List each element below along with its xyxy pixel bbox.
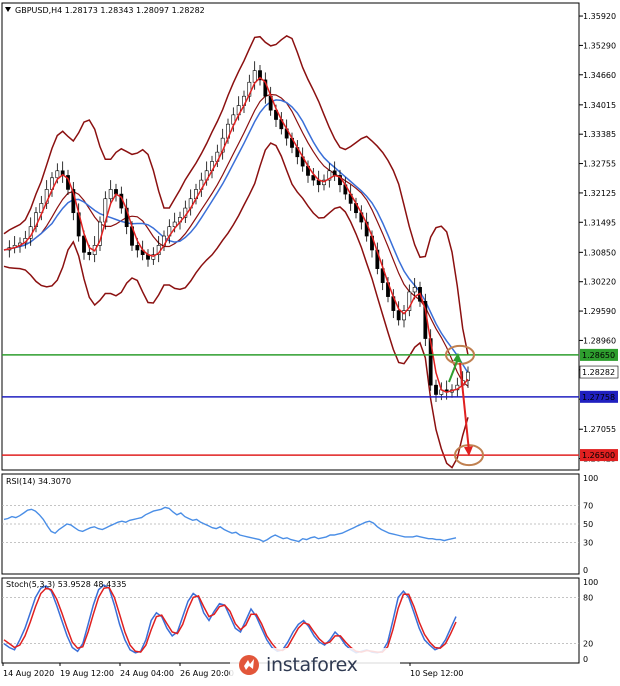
red-moving-average-line bbox=[3, 76, 469, 393]
bollinger-middle-line bbox=[3, 93, 469, 387]
red-arrow-shaft bbox=[459, 362, 470, 452]
rsi-y-tick-label: 0 bbox=[583, 566, 588, 575]
candle bbox=[311, 167, 316, 186]
main-chart-title: GBPUSD,H4 1.28173 1.28343 1.28097 1.2828… bbox=[15, 6, 205, 15]
stoch-y-tick-label: 80 bbox=[583, 593, 593, 602]
candle-body bbox=[172, 221, 177, 228]
y-tick-label: 1.27055 bbox=[583, 425, 616, 434]
y-tick-label: 1.30220 bbox=[583, 278, 616, 287]
brand-logo-icon bbox=[239, 655, 259, 675]
x-tick-label: 10 Sep 12:00 bbox=[410, 669, 463, 678]
stoch-y-tick-label: 100 bbox=[583, 578, 598, 587]
candle bbox=[396, 301, 401, 326]
bollinger-lower-line bbox=[3, 142, 469, 469]
candle-body bbox=[402, 310, 406, 321]
level-badge-label: 1.27758 bbox=[582, 393, 615, 402]
candle bbox=[466, 366, 470, 388]
y-tick-label: 1.31495 bbox=[583, 218, 616, 227]
candle-body bbox=[108, 189, 113, 200]
candle-body bbox=[412, 287, 417, 293]
rsi-title: RSI(14) 34.3070 bbox=[6, 477, 71, 486]
candle-body bbox=[82, 235, 86, 253]
candle-body bbox=[466, 371, 470, 381]
candle bbox=[327, 163, 332, 188]
level-badge bbox=[580, 390, 618, 403]
rsi-line bbox=[3, 506, 457, 543]
candle bbox=[108, 180, 113, 205]
rsi-y-tick-label: 30 bbox=[583, 538, 593, 547]
current-price-badge bbox=[579, 365, 619, 379]
candle-body bbox=[258, 70, 262, 81]
candle bbox=[402, 305, 406, 328]
candle-body bbox=[135, 245, 140, 251]
y-tick-label: 1.30850 bbox=[583, 248, 616, 257]
brand-text: instaforex bbox=[266, 654, 358, 676]
candle-body bbox=[396, 310, 401, 321]
x-tick-label: 19 Aug 12:00 bbox=[60, 669, 114, 678]
green-arrow-head bbox=[453, 352, 462, 363]
y-tick-label: 1.32125 bbox=[583, 189, 616, 198]
rsi-y-tick-label: 70 bbox=[583, 502, 593, 511]
candle-body bbox=[327, 170, 332, 181]
y-tick-label: 1.35920 bbox=[583, 12, 616, 21]
red-arrow-head bbox=[464, 446, 473, 457]
candle bbox=[407, 284, 412, 317]
candle-body bbox=[151, 254, 156, 260]
candle-body bbox=[434, 384, 438, 395]
y-tick-label: 1.29590 bbox=[583, 307, 616, 316]
candle-body bbox=[55, 170, 60, 179]
brand-logo: instaforex bbox=[230, 648, 400, 682]
candle-body bbox=[252, 70, 257, 83]
candle-body bbox=[87, 252, 92, 255]
level-badge-label: 1.26500 bbox=[582, 451, 615, 460]
x-tick-label: 26 Aug 20:00 bbox=[180, 669, 234, 678]
blue-moving-average-line bbox=[3, 99, 469, 374]
y-tick-label: 1.28960 bbox=[583, 336, 616, 345]
bollinger-upper-line bbox=[3, 35, 469, 356]
y-tick-label: 1.34660 bbox=[583, 71, 616, 80]
main-panel-frame bbox=[1, 2, 580, 471]
candle-body bbox=[311, 175, 316, 181]
y-tick-label: 1.32755 bbox=[583, 160, 616, 169]
level-badge bbox=[580, 348, 618, 361]
candle-body bbox=[407, 291, 412, 311]
y-tick-label: 1.34015 bbox=[583, 101, 616, 110]
x-tick-label: 24 Aug 04:00 bbox=[120, 669, 174, 678]
y-tick-label: 1.35290 bbox=[583, 41, 616, 50]
y-tick-label: 1.33385 bbox=[583, 130, 616, 139]
rsi-y-tick-label: 100 bbox=[583, 474, 598, 483]
stoch-title: Stoch(5,3,3) 53.9528 48.4335 bbox=[6, 580, 126, 589]
current-price-label: 1.28282 bbox=[582, 368, 615, 377]
candle bbox=[258, 64, 262, 86]
level-badge-label: 1.28650 bbox=[582, 351, 615, 360]
stoch-y-tick-label: 20 bbox=[583, 640, 593, 649]
dropdown-triangle-icon bbox=[5, 7, 11, 12]
candle bbox=[434, 379, 438, 402]
x-tick-label: 14 Aug 2020 bbox=[3, 669, 54, 678]
green-arrow-shaft bbox=[448, 358, 459, 383]
rsi-y-tick-label: 50 bbox=[583, 520, 593, 529]
stoch-y-tick-label: 0 bbox=[583, 655, 588, 664]
level-badge bbox=[580, 449, 618, 462]
